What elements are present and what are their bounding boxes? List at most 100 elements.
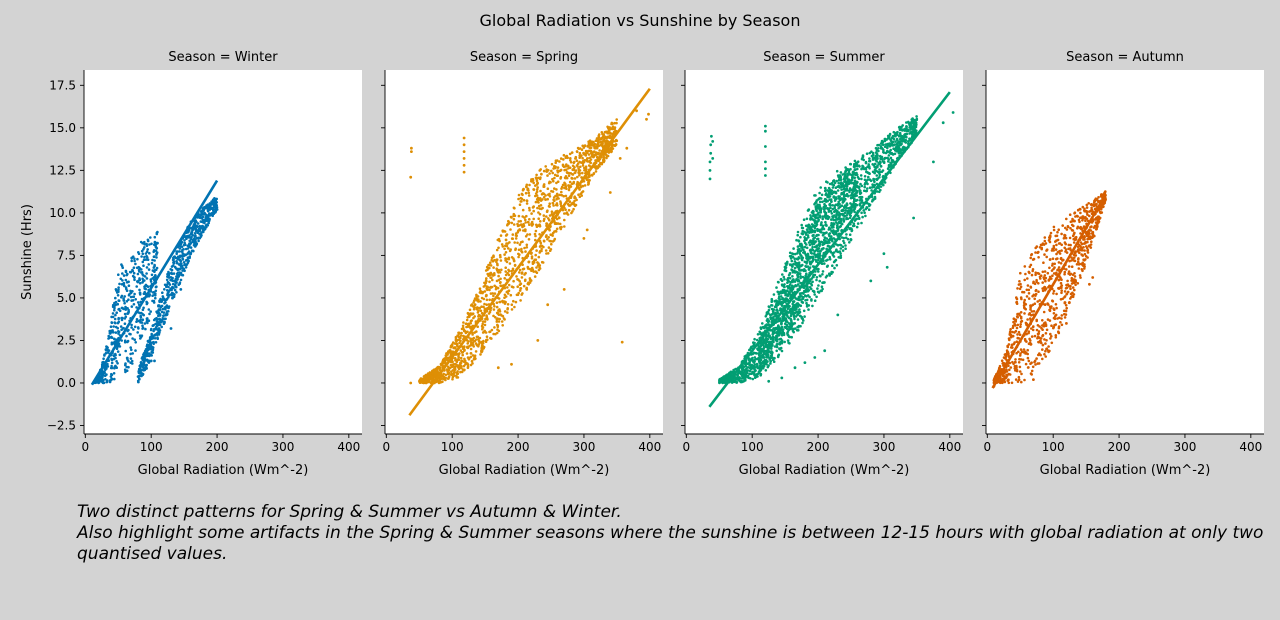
data-point — [802, 218, 806, 221]
data-point — [506, 307, 510, 310]
data-point — [551, 214, 555, 217]
data-point — [446, 377, 450, 380]
data-point — [875, 152, 879, 155]
data-point — [535, 183, 539, 186]
data-point — [103, 367, 107, 370]
data-point — [589, 146, 593, 149]
data-point — [821, 234, 825, 237]
data-point — [479, 291, 483, 295]
data-point — [825, 265, 829, 268]
data-point — [503, 296, 506, 300]
data-point — [462, 329, 466, 333]
data-point — [593, 142, 597, 146]
data-point — [487, 263, 490, 267]
data-point — [513, 305, 516, 309]
data-point — [473, 315, 477, 318]
data-point — [119, 277, 123, 281]
data-point — [597, 144, 601, 147]
data-point — [537, 262, 540, 265]
data-point — [539, 168, 542, 171]
data-point — [535, 249, 538, 252]
data-point — [146, 258, 150, 262]
data-point — [507, 221, 511, 224]
data-point — [193, 226, 197, 229]
data-point — [830, 270, 833, 274]
data-point — [861, 154, 865, 157]
data-point — [899, 127, 903, 131]
data-point — [507, 247, 510, 250]
data-point — [496, 238, 500, 242]
data-point — [173, 279, 176, 283]
data-point — [499, 284, 502, 288]
data-point — [534, 258, 538, 262]
data-point — [524, 228, 527, 232]
data-point — [586, 178, 589, 181]
data-point — [815, 278, 818, 282]
data-point — [839, 244, 843, 247]
data-point — [478, 306, 481, 310]
data-point — [212, 210, 215, 213]
data-point — [464, 363, 467, 366]
data-point — [160, 318, 164, 322]
data-point — [488, 288, 491, 292]
data-point — [559, 175, 563, 179]
data-point — [801, 321, 804, 325]
data-point — [192, 238, 196, 242]
data-point — [523, 273, 526, 276]
data-point — [117, 320, 121, 324]
data-point — [135, 306, 138, 309]
data-point — [178, 273, 181, 277]
data-point — [488, 280, 491, 284]
x-tick-label: 100 — [441, 440, 464, 454]
data-point — [136, 257, 139, 261]
data-point — [565, 154, 569, 158]
data-point — [117, 286, 120, 289]
data-point — [160, 325, 163, 329]
data-point — [149, 338, 152, 341]
data-point — [860, 177, 863, 181]
data-point — [878, 154, 882, 158]
data-point — [155, 232, 159, 236]
data-point — [555, 192, 559, 196]
data-point — [567, 184, 570, 187]
data-point — [556, 166, 560, 169]
data-point — [811, 304, 814, 308]
data-point — [826, 258, 829, 262]
data-point — [176, 271, 180, 274]
data-point — [553, 237, 557, 241]
data-point — [802, 309, 806, 313]
data-point — [131, 269, 135, 273]
data-point — [137, 367, 141, 371]
data-point — [130, 323, 133, 327]
outlier-point — [409, 381, 413, 385]
data-point — [526, 265, 530, 269]
data-point — [453, 371, 456, 374]
data-point — [123, 284, 126, 288]
data-point — [109, 375, 113, 378]
data-point — [606, 125, 609, 129]
data-point — [528, 183, 531, 187]
data-point — [527, 191, 531, 195]
data-point — [142, 369, 146, 372]
plot-area — [84, 70, 362, 434]
data-point — [449, 373, 452, 376]
data-point — [519, 223, 523, 226]
data-point — [154, 292, 157, 295]
data-point — [458, 341, 461, 345]
data-point — [143, 255, 146, 259]
data-point — [176, 250, 179, 253]
data-point — [457, 358, 461, 362]
data-point — [530, 224, 534, 227]
data-point — [193, 232, 197, 235]
data-point — [111, 305, 115, 309]
data-point — [152, 318, 156, 322]
data-point — [136, 326, 140, 329]
data-point — [116, 303, 119, 306]
data-point — [569, 157, 572, 160]
data-point — [554, 161, 557, 164]
data-point — [482, 330, 486, 334]
data-point — [135, 320, 138, 324]
data-point — [874, 158, 878, 162]
data-point — [134, 262, 137, 266]
data-point — [813, 290, 816, 294]
